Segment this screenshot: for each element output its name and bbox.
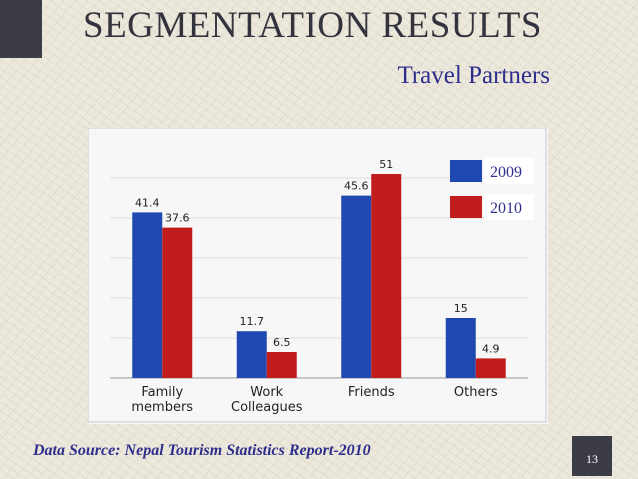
x-tick-label: Family — [141, 385, 183, 400]
slide-subtitle: Travel Partners — [397, 62, 550, 89]
chart-frame — [88, 128, 547, 423]
slide-title: SEGMENTATION RESULTS — [83, 5, 542, 46]
bar-2010-1 — [266, 352, 297, 378]
legend-label-2010: 2010 — [490, 200, 522, 217]
legend-label-bg — [484, 194, 534, 220]
legend-label-bg — [484, 158, 534, 184]
bar-chart: 41.4 37.6 Family members 11.7 6.5 Work Colleagu… — [88, 128, 548, 424]
bar-value-label: 37.6 — [165, 212, 190, 225]
bar-2009-0 — [132, 212, 163, 378]
bar-2010-2 — [371, 174, 402, 378]
left-accent-bar — [0, 0, 42, 58]
bar-value-label: 51 — [379, 158, 393, 171]
bar-2009-1 — [236, 331, 267, 378]
bar-value-label: 15 — [454, 302, 468, 315]
bar-2009-3 — [445, 318, 476, 378]
legend-swatch-2009 — [450, 160, 482, 182]
bar-2009-2 — [341, 195, 372, 378]
data-source-note: Data Source: Nepal Tourism Statistics Re… — [33, 442, 371, 459]
x-tick-label: Work — [250, 385, 283, 400]
page-number-box: 13 — [572, 436, 612, 476]
bar-value-label: 11.7 — [240, 315, 265, 328]
bar-2010-0 — [162, 227, 193, 378]
x-tick-label: members — [131, 400, 193, 415]
bar-value-label: 45.6 — [344, 180, 369, 193]
legend-label-2009: 2009 — [490, 164, 522, 181]
bar-value-label: 6.5 — [273, 336, 291, 349]
bar-value-label: 4.9 — [482, 342, 500, 355]
bar-value-label: 41.4 — [135, 196, 160, 209]
x-tick-label: Colleagues — [231, 400, 303, 415]
x-tick-label: Friends — [348, 385, 395, 400]
page-number: 13 — [586, 451, 598, 466]
legend-swatch-2010 — [450, 196, 482, 218]
x-tick-label: Others — [454, 385, 498, 400]
bar-2010-3 — [475, 358, 506, 378]
